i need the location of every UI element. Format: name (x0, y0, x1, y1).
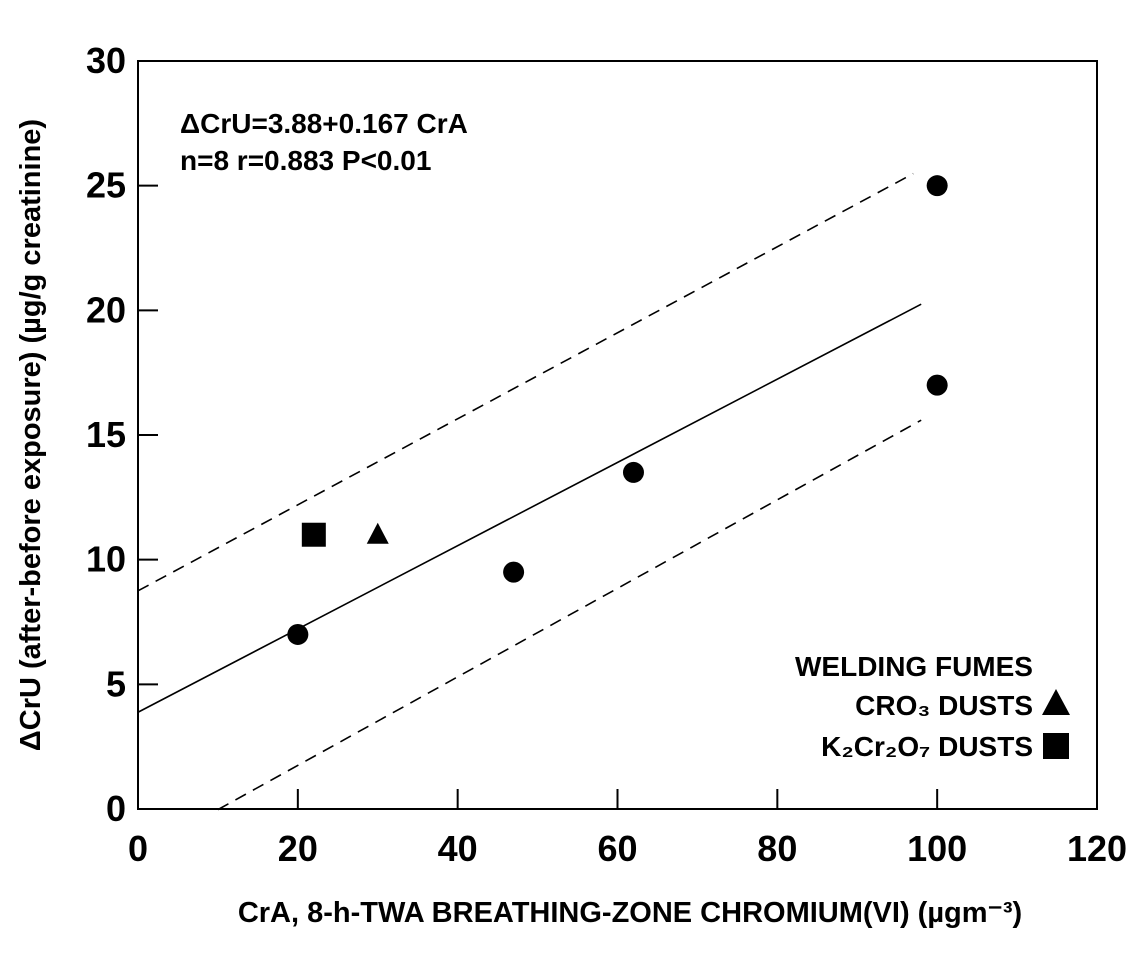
x-tick-label: 20 (278, 828, 318, 869)
data-point-circle (926, 374, 948, 396)
data-point-circle (926, 175, 948, 197)
data-point-circle (287, 623, 309, 645)
data-point-triangle (366, 522, 389, 544)
data-point-square (301, 522, 326, 547)
legend-label-k2cr2o7-dusts: K₂Cr₂O₇ DUSTS (821, 731, 1033, 762)
y-tick-label: 0 (106, 788, 126, 829)
regression-line (137, 303, 922, 713)
data-points (287, 175, 948, 645)
data-point-circle (503, 561, 525, 583)
regression-equation: ΔCrU=3.88+0.167 CrA (180, 108, 468, 139)
y-tick-label: 15 (86, 414, 126, 455)
y-tick-label: 25 (86, 165, 126, 206)
x-tick-label: 80 (757, 828, 797, 869)
legend-triangle-marker (1042, 689, 1070, 715)
y-tick-label: 20 (86, 289, 126, 330)
x-tick-label: 0 (128, 828, 148, 869)
y-tick-label: 30 (86, 40, 126, 81)
confidence-band-line (217, 419, 922, 811)
x-tick-label: 120 (1067, 828, 1127, 869)
legend-square-marker (1043, 733, 1069, 759)
y-axis-ticks: 0 5 10 15 20 25 30 (86, 40, 158, 829)
legend-label-cro3-dusts: CRO₃ DUSTS (855, 690, 1033, 721)
x-tick-label: 100 (907, 828, 967, 869)
legend-label-welding-fumes: WELDING FUMES (795, 651, 1033, 682)
x-tick-label: 40 (438, 828, 478, 869)
legend: WELDING FUMES CRO₃ DUSTS K₂Cr₂O₇ DUSTS (795, 651, 1070, 762)
y-axis-label: ΔCrU (after-before exposure) (µg/g creat… (15, 119, 47, 751)
y-tick-label: 5 (106, 663, 126, 704)
regression-statistics: n=8 r=0.883 P<0.01 (180, 145, 431, 176)
data-point-circle (622, 461, 644, 483)
fit-lines (137, 172, 922, 811)
confidence-band-line (137, 172, 914, 592)
y-tick-label: 10 (86, 539, 126, 580)
x-tick-label: 60 (597, 828, 637, 869)
x-axis-label: CrA, 8-h-TWA BREATHING-ZONE CHROMIUM(VI)… (238, 897, 1022, 929)
x-axis-ticks: 0 20 40 60 80 100 120 (128, 789, 1127, 869)
